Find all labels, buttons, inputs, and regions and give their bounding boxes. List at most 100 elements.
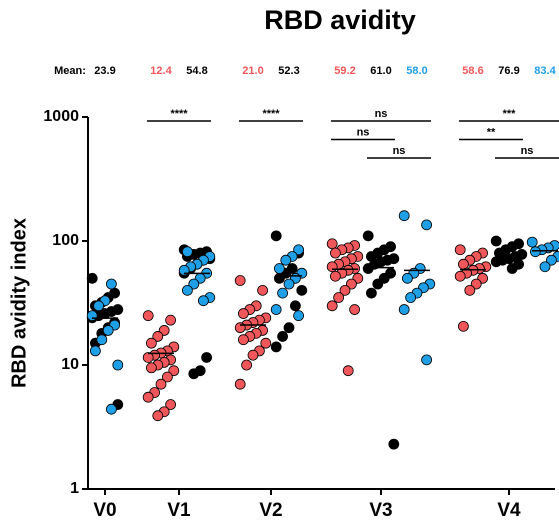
data-point (142, 391, 154, 403)
mean-label: 12.4 (150, 65, 172, 77)
significance-label: ns (375, 108, 388, 120)
data-point (142, 310, 154, 322)
data-point (506, 263, 518, 274)
data-point (93, 300, 104, 312)
data-point (152, 331, 164, 342)
significance-label: **** (262, 108, 280, 120)
data-point (181, 246, 193, 258)
data-point (273, 272, 285, 284)
data-point (270, 304, 282, 315)
data-point (96, 334, 108, 346)
data-point (112, 359, 124, 371)
data-point (293, 244, 305, 256)
data-point (342, 365, 354, 377)
data-point (457, 320, 469, 332)
data-point (421, 354, 433, 366)
data-point (257, 284, 269, 296)
data-point (145, 362, 157, 374)
data-point (181, 284, 193, 296)
data-point (283, 322, 295, 334)
mean-label: 23.9 (94, 65, 115, 77)
data-point (283, 278, 295, 290)
y-tick-label: 10 (61, 356, 79, 373)
data-point (188, 278, 200, 290)
data-point (349, 304, 361, 315)
data-point (86, 272, 98, 284)
data-point (454, 244, 466, 256)
data-point (188, 368, 200, 380)
data-point (339, 284, 351, 296)
mean-label: 76.9 (498, 65, 519, 77)
mean-label: 83.4 (534, 65, 556, 77)
data-point (398, 304, 410, 315)
data-point (270, 230, 282, 242)
data-point (234, 378, 246, 390)
significance-label: ns (393, 145, 406, 157)
data-point (490, 235, 502, 247)
data-point (362, 230, 374, 242)
data-point (102, 325, 114, 336)
data-point (106, 278, 117, 290)
x-tick-label: V1 (167, 500, 191, 521)
x-tick-label: V4 (497, 500, 521, 521)
data-point (273, 263, 285, 274)
data-point (145, 337, 157, 349)
y-axis-label: RBD avidity index (8, 218, 30, 388)
mean-label: 58.6 (462, 65, 483, 77)
data-point (237, 308, 249, 319)
data-point (365, 287, 377, 299)
data-point (490, 256, 502, 268)
mean-label: 52.3 (278, 65, 299, 77)
x-tick-label: V3 (369, 500, 392, 521)
mean-label: 21.0 (242, 65, 263, 77)
data-point (398, 210, 410, 222)
data-point (237, 334, 249, 346)
data-point (241, 359, 253, 371)
x-tick-label: V2 (259, 500, 282, 521)
data-point (197, 295, 209, 307)
mean-label: 61.0 (370, 65, 391, 77)
significance-label: ns (521, 145, 534, 157)
significance-label: *** (503, 108, 517, 120)
data-point (362, 263, 374, 274)
significance-label: ** (487, 126, 496, 138)
data-point (289, 300, 301, 312)
data-point (152, 410, 164, 422)
y-tick-label: 1 (70, 480, 79, 497)
data-point (277, 331, 289, 342)
data-point (421, 219, 433, 231)
data-point (234, 275, 246, 286)
data-point (165, 399, 177, 410)
data-point (201, 352, 213, 363)
chart-title: RBD avidity (264, 5, 416, 35)
mean-caption: Mean: (54, 65, 86, 77)
data-point (329, 247, 341, 259)
data-point (270, 341, 282, 353)
data-point (401, 272, 413, 284)
significance-label: **** (170, 108, 188, 120)
data-point (345, 278, 357, 290)
data-point (293, 310, 305, 322)
data-point (457, 258, 469, 270)
data-point (260, 337, 272, 349)
x-tick-label: V0 (93, 500, 116, 521)
data-point (333, 292, 345, 303)
data-point (165, 314, 177, 326)
mean-label: 59.2 (334, 65, 355, 77)
data-point (280, 254, 292, 266)
data-point (326, 261, 338, 273)
data-point (546, 254, 557, 266)
data-point (161, 371, 173, 383)
data-point (454, 270, 466, 282)
significance-label: ns (357, 126, 370, 138)
data-point (277, 287, 289, 299)
data-point (296, 284, 308, 296)
data-point (155, 378, 167, 390)
mean-label: 54.8 (186, 65, 207, 77)
mean-label: 58.0 (406, 65, 427, 77)
data-point (90, 345, 101, 357)
data-point (526, 236, 538, 248)
data-point (530, 246, 541, 258)
data-point (142, 352, 154, 363)
